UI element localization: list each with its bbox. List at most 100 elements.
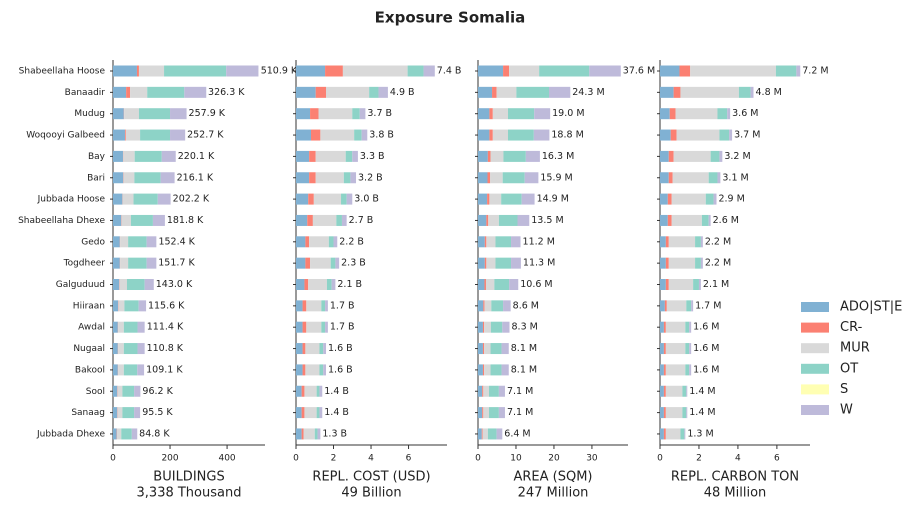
bar-segment [492, 86, 497, 98]
bar-segment [484, 343, 491, 355]
bar-segment [487, 172, 491, 184]
bar-segment [660, 300, 665, 312]
bar-segment [686, 385, 688, 397]
bar-segment [503, 150, 526, 162]
x-tick-label: 2 [696, 454, 702, 464]
bar-segment [487, 193, 490, 205]
bar-segment [123, 343, 138, 355]
bar-segment [113, 129, 125, 141]
bar-segment [665, 236, 669, 248]
bar-segment [118, 321, 124, 333]
bar-segment [668, 257, 696, 269]
data-label: 13.5 M [531, 215, 563, 226]
data-label: 8.1 M [511, 343, 537, 354]
bar-segment [729, 129, 733, 141]
bar-segment [660, 150, 669, 162]
x-tick-label: 400 [218, 454, 235, 464]
data-label: 1.6 B [328, 364, 353, 375]
bar-segment [508, 108, 535, 120]
bar-segment [685, 343, 690, 355]
bar-segment [319, 385, 323, 397]
bar-segment [311, 129, 321, 141]
bar-segment [665, 279, 669, 290]
bar-segment [719, 150, 723, 162]
x-axis-label: REPL. COST (USD) [312, 470, 430, 485]
bar-segment [113, 172, 124, 184]
y-tick-label: Shabeellaha Hoose [19, 67, 106, 77]
bar-segment [144, 279, 154, 290]
bar-segment [664, 300, 667, 312]
bar-segment [508, 129, 534, 141]
data-label: 202.2 K [173, 194, 210, 205]
bar-segment [665, 428, 681, 440]
bar-segment [680, 428, 685, 440]
x-axis-label: AREA (SQM) [513, 470, 592, 485]
data-label: 1.3 M [687, 428, 713, 439]
bar-segment [113, 428, 117, 440]
bar-segment [296, 321, 303, 333]
bar-segment [660, 364, 664, 376]
data-label: 3.2 M [724, 151, 750, 162]
bar-segment [509, 279, 519, 290]
data-label: 7.4 B [437, 66, 462, 77]
bar-segment [321, 321, 326, 333]
data-label: 95.5 K [142, 407, 173, 418]
bar-segment [113, 343, 118, 355]
x-axis-label: 247 Million [518, 486, 589, 501]
bar-segment [660, 108, 670, 120]
y-tick-label: Hiiraan [73, 301, 105, 311]
bar-segment [484, 321, 491, 333]
data-label: 16.3 M [542, 151, 574, 162]
data-label: 7.1 M [507, 386, 533, 397]
bar-segment [478, 214, 487, 226]
bar-segment [490, 150, 504, 162]
bar-segment [321, 300, 326, 312]
bar-segment [663, 407, 666, 419]
bar-segment [671, 193, 706, 205]
bar-segment [307, 214, 313, 226]
data-label: 19.0 M [552, 108, 584, 119]
bar-segment [131, 428, 138, 440]
bar-segment [502, 321, 510, 333]
bar-segment [686, 407, 688, 419]
bar-segment [484, 300, 492, 312]
bar-segment [138, 65, 165, 77]
bar-segment [534, 108, 551, 120]
data-label: 2.2 M [705, 236, 731, 247]
bar-segment [478, 279, 485, 290]
bar-segment [296, 407, 302, 419]
bar-segment [378, 86, 388, 98]
data-label: 37.6 M [623, 66, 655, 77]
y-tick-label: Jubbada Dhexe [36, 429, 105, 439]
bar-segment [539, 65, 590, 77]
bar-segment [482, 385, 484, 397]
legend-label: S [840, 382, 848, 397]
data-label: 1.4 M [689, 407, 715, 418]
bar-segment [326, 86, 370, 98]
bar-segment [717, 108, 728, 120]
y-tick-label: Bay [88, 152, 106, 162]
bar-segment [313, 193, 342, 205]
bar-segment [336, 214, 342, 226]
bar-segment [137, 343, 145, 355]
data-label: 1.6 M [693, 343, 719, 354]
bar-segment [501, 343, 509, 355]
bar-segment [296, 129, 312, 141]
bar-segment [665, 257, 669, 269]
bar-segment [134, 385, 141, 397]
bar-segment [136, 65, 139, 77]
data-label: 152.4 K [158, 236, 195, 247]
bar-segment [691, 300, 694, 312]
bar-segment [319, 407, 323, 419]
bar-segment [660, 407, 664, 419]
bar-segment [170, 129, 186, 141]
x-tick-label: 30 [586, 454, 598, 464]
bar-segment [369, 86, 379, 98]
bar-segment [341, 193, 347, 205]
bar-segment [296, 65, 326, 77]
bar-segment [502, 172, 525, 184]
y-tick-label: Sanaag [71, 408, 105, 418]
bar-segment [478, 343, 483, 355]
bar-segment [306, 321, 322, 333]
bar-segment [738, 86, 751, 98]
